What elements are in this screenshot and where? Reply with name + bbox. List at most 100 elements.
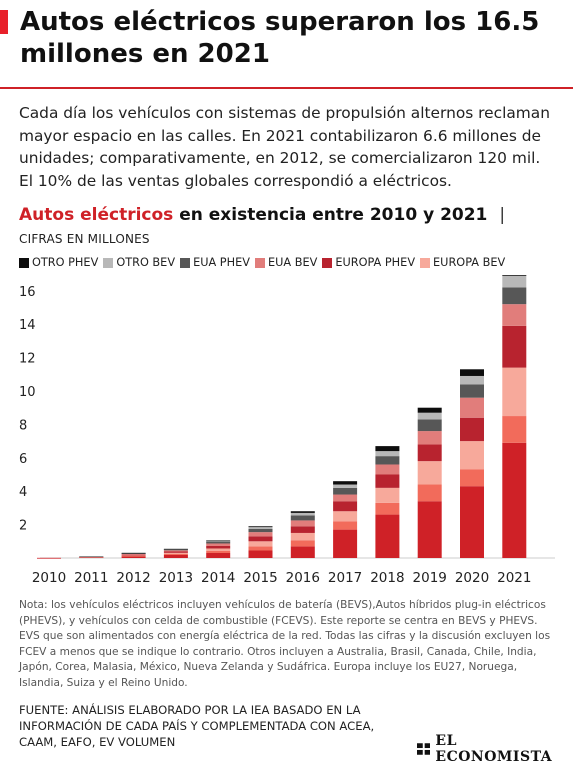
- legend-item: EUROPA PHEV: [322, 256, 415, 269]
- bar-segment: [375, 474, 400, 488]
- bar-segment: [375, 456, 400, 465]
- bar-segment: [502, 287, 527, 305]
- bar-segment: [163, 550, 188, 552]
- bar-segment: [163, 554, 188, 558]
- legend-item: OTRO BEV: [103, 256, 175, 269]
- stacked-bar-chart: 2 4 6 8 10 12 14 16 2010 2011 2012 2013 2014 2015 2016…: [19, 275, 555, 586]
- x-tick-label: 2011: [74, 570, 108, 586]
- page-title: Autos eléctricos superaron los 16.5 mill…: [20, 7, 540, 69]
- x-tick-label: 2021: [497, 570, 531, 586]
- bar-segment: [248, 536, 273, 542]
- bar-segment: [163, 548, 188, 550]
- x-tick-label: 2013: [159, 570, 193, 586]
- x-tick-label: 2015: [243, 570, 277, 586]
- bar-segment: [248, 528, 273, 533]
- bar-segment: [248, 541, 273, 547]
- bar-segment: [248, 550, 273, 558]
- bar-segment: [333, 484, 358, 488]
- bar-segment: [248, 546, 273, 551]
- bar-segment: [121, 553, 146, 555]
- el-economista-logo-icon: [417, 743, 431, 755]
- bar-segment: [460, 417, 484, 442]
- bar-segment: [290, 511, 315, 513]
- bar-segment: [206, 543, 231, 546]
- bar-segment: [502, 416, 527, 443]
- bar-segment: [417, 484, 442, 502]
- bar-segment: [290, 520, 315, 527]
- bar-segment: [417, 412, 442, 420]
- bar-segment: [37, 557, 61, 559]
- bar-segment: [375, 446, 400, 452]
- x-tick-label: 2014: [201, 570, 235, 586]
- legend-item: EUROPA BEV: [420, 256, 505, 269]
- legend-swatch: [420, 257, 431, 268]
- bar-segment: [206, 550, 231, 553]
- legend-swatch: [103, 257, 114, 268]
- x-tick-label: 2020: [455, 570, 489, 586]
- legend-label: OTRO PHEV: [32, 256, 99, 269]
- legend-label: EUA PHEV: [193, 256, 250, 269]
- y-tick-label: 10: [19, 385, 36, 400]
- bar-segment: [333, 511, 358, 522]
- bar-segment: [121, 555, 146, 557]
- bar-segment: [121, 554, 146, 556]
- bar-segment: [290, 515, 315, 521]
- bar-segment: [290, 532, 315, 541]
- bar-segment: [79, 556, 104, 558]
- y-tick-label: 8: [19, 418, 27, 433]
- bar-segment: [333, 501, 358, 512]
- bar-segment: [206, 540, 231, 542]
- legend-label: EUROPA BEV: [433, 256, 506, 269]
- legend-label: EUROPA PHEV: [335, 256, 416, 269]
- units-label: CIFRAS EN MILLONES: [19, 232, 150, 246]
- chart-title-pipe: |: [499, 205, 506, 225]
- x-tick-label: 2012: [116, 570, 150, 586]
- y-tick-label: 12: [19, 352, 36, 367]
- bar-segment: [248, 526, 273, 528]
- bar-segment: [417, 444, 442, 462]
- legend-swatch: [180, 257, 191, 268]
- el-economista-logo: EL ECONOMISTA: [417, 733, 573, 765]
- bar-segment: [375, 451, 400, 457]
- bar-segment: [290, 546, 315, 558]
- x-tick-label: 2019: [413, 570, 447, 586]
- title-divider: [0, 87, 573, 89]
- bar-segment: [206, 552, 231, 558]
- y-tick-label: 16: [19, 285, 36, 300]
- bar-segment: [206, 548, 231, 551]
- bar-segment: [460, 441, 484, 470]
- legend-swatch: [254, 257, 265, 268]
- bar-segment: [460, 384, 484, 398]
- bar-segment: [290, 540, 315, 547]
- bar-segment: [460, 397, 484, 418]
- bar-segment: [375, 514, 400, 558]
- bar-segment: [121, 552, 146, 554]
- bar-segment: [460, 369, 484, 376]
- x-tick-label: 2017: [328, 570, 362, 586]
- chart-title: Autos eléctricos en existencia entre 201…: [19, 205, 505, 225]
- bar-segment: [206, 545, 231, 549]
- x-tick-label: 2018: [370, 570, 404, 586]
- y-tick-label: 2: [19, 519, 27, 534]
- bar-segment: [163, 552, 188, 554]
- bar-segment: [502, 367, 527, 417]
- legend-item: EUA BEV: [254, 256, 317, 269]
- bar-segment: [121, 555, 146, 557]
- bar-segment: [290, 526, 315, 533]
- bar-segment: [502, 275, 527, 288]
- bar-segment: [375, 487, 400, 503]
- bar-segment: [417, 461, 442, 485]
- bar-segment: [333, 481, 358, 485]
- bar-segment: [502, 325, 527, 368]
- y-tick-label: 4: [19, 485, 27, 500]
- legend-swatch: [322, 257, 333, 268]
- footnote: Nota: los vehículos eléctricos incluyen …: [19, 599, 551, 689]
- bar-segment: [206, 541, 231, 544]
- logo-text: EL ECONOMISTA: [435, 733, 553, 765]
- x-tick-label: 2010: [32, 570, 66, 586]
- bar-segment: [417, 419, 442, 432]
- title-accent-bar: [0, 10, 8, 34]
- bar-segment: [375, 464, 400, 475]
- bar-segment: [333, 494, 358, 502]
- bar-segment: [460, 469, 484, 487]
